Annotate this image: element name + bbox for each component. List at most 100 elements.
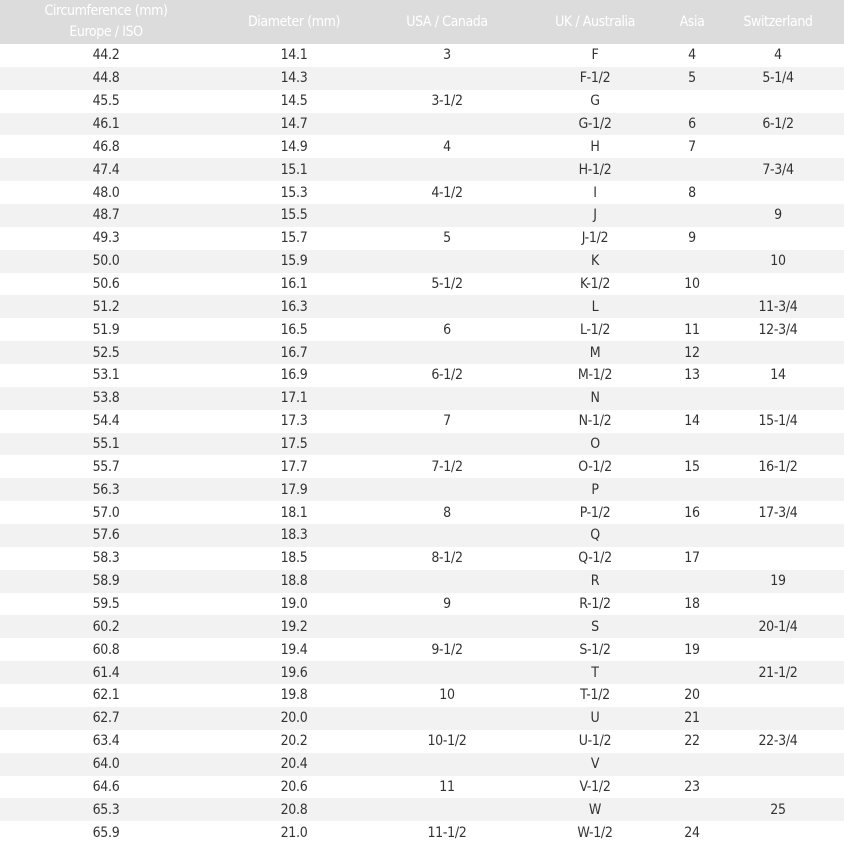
cell-diameter: 14.3 <box>212 66 376 90</box>
cell-usa-canada: 5-1/2 <box>431 276 463 293</box>
table-row: 46.1 14.7 G-1/2 6 6-1/2 <box>0 112 844 136</box>
cell-switzerland: 10 <box>712 249 844 273</box>
cell-diameter: 20.6 <box>280 778 308 795</box>
cell-diameter: 21.0 <box>280 824 308 841</box>
cell-diameter: 17.3 <box>280 413 308 430</box>
cell-usa-canada <box>376 432 518 456</box>
cell-switzerland <box>712 593 844 616</box>
table-row: 44.8 14.3 F-1/2 5 5-1/4 <box>0 66 844 90</box>
table-row: 59.5 19.0 9 R-1/2 18 <box>0 593 844 616</box>
cell-switzerland: 25 <box>712 798 844 822</box>
cell-usa-canada <box>376 569 518 593</box>
cell-usa-canada <box>376 249 518 273</box>
cell-circumference: 62.7 <box>0 706 212 730</box>
table-row: 60.8 19.4 9-1/2 S-1/2 19 <box>0 638 844 661</box>
cell-usa-canada <box>376 706 518 730</box>
cell-uk-australia: F <box>591 47 599 64</box>
cell-diameter: 20.0 <box>212 706 376 730</box>
cell-diameter: 18.5 <box>280 550 308 567</box>
column-header-switzerland: Switzerland <box>712 0 844 44</box>
table-row: 60.2 19.2 S 20-1/4 <box>0 615 844 639</box>
cell-circumference: 62.1 <box>92 687 120 704</box>
cell-usa-canada: 10 <box>439 687 455 704</box>
cell-switzerland: 12-3/4 <box>758 321 798 338</box>
cell-asia: 9 <box>688 230 696 247</box>
cell-asia <box>672 249 712 273</box>
cell-asia <box>672 478 712 502</box>
cell-diameter: 17.7 <box>280 458 308 475</box>
cell-circumference: 65.3 <box>0 798 212 822</box>
cell-circumference: 53.1 <box>92 367 120 384</box>
cell-diameter: 16.9 <box>280 367 308 384</box>
cell-diameter: 14.7 <box>212 112 376 136</box>
cell-circumference: 54.4 <box>92 413 120 430</box>
cell-usa-canada <box>376 661 518 685</box>
cell-switzerland <box>712 684 844 707</box>
cell-switzerland: 21-1/2 <box>712 661 844 685</box>
cell-diameter: 16.5 <box>280 321 308 338</box>
table-row: 53.8 17.1 N <box>0 386 844 410</box>
cell-uk-australia: K <box>518 249 672 273</box>
cell-uk-australia: J-1/2 <box>581 230 609 247</box>
cell-switzerland <box>712 432 844 456</box>
cell-diameter: 15.7 <box>280 230 308 247</box>
cell-uk-australia: W <box>518 798 672 822</box>
cell-switzerland: 17-3/4 <box>758 504 798 521</box>
cell-uk-australia: L-1/2 <box>579 321 611 338</box>
cell-diameter: 16.1 <box>280 276 308 293</box>
cell-diameter: 15.5 <box>212 204 376 227</box>
cell-usa-canada: 3 <box>443 47 451 64</box>
cell-switzerland <box>712 821 844 844</box>
cell-circumference: 55.1 <box>0 432 212 456</box>
cell-asia <box>672 386 712 410</box>
table-row: 51.9 16.5 6 L-1/2 11 12-3/4 <box>0 318 844 341</box>
cell-asia: 23 <box>684 778 700 795</box>
cell-asia <box>672 524 712 547</box>
cell-uk-australia: K-1/2 <box>579 276 611 293</box>
cell-uk-australia: W-1/2 <box>577 824 613 841</box>
cell-switzerland <box>712 386 844 410</box>
table-row: 55.1 17.5 O <box>0 432 844 456</box>
cell-switzerland <box>712 227 844 250</box>
cell-circumference: 59.5 <box>92 596 120 613</box>
cell-circumference: 55.7 <box>92 458 120 475</box>
cell-uk-australia: T-1/2 <box>580 687 610 704</box>
table-row: 65.3 20.8 W 25 <box>0 798 844 822</box>
cell-diameter: 20.4 <box>212 752 376 776</box>
cell-uk-australia: V <box>518 752 672 776</box>
cell-uk-australia: R <box>518 569 672 593</box>
cell-circumference: 53.8 <box>0 386 212 410</box>
cell-switzerland: 7-3/4 <box>712 158 844 182</box>
cell-diameter: 15.3 <box>280 184 308 201</box>
cell-diameter: 19.6 <box>212 661 376 685</box>
cell-usa-canada <box>376 341 518 365</box>
cell-uk-australia: N <box>518 386 672 410</box>
cell-uk-australia: H-1/2 <box>518 158 672 182</box>
cell-diameter: 17.5 <box>212 432 376 456</box>
cell-asia: 17 <box>684 550 700 567</box>
cell-circumference: 44.8 <box>0 66 212 90</box>
cell-asia <box>672 158 712 182</box>
cell-asia: 18 <box>684 596 700 613</box>
cell-circumference: 60.2 <box>0 615 212 639</box>
cell-asia: 4 <box>688 47 696 64</box>
cell-usa-canada: 8 <box>443 504 451 521</box>
cell-asia: 13 <box>684 367 700 384</box>
cell-switzerland: 5-1/4 <box>712 66 844 90</box>
cell-usa-canada: 8-1/2 <box>431 550 463 567</box>
cell-uk-australia: Q <box>518 524 672 547</box>
cell-uk-australia: P <box>518 478 672 502</box>
cell-circumference: 65.9 <box>92 824 120 841</box>
cell-uk-australia: V-1/2 <box>579 778 611 795</box>
table-row: 50.6 16.1 5-1/2 K-1/2 10 <box>0 273 844 296</box>
cell-circumference: 46.1 <box>0 112 212 136</box>
cell-usa-canada: 9 <box>443 596 451 613</box>
cell-switzerland <box>712 341 844 365</box>
cell-circumference: 64.6 <box>92 778 120 795</box>
cell-usa-canada: 6-1/2 <box>431 367 463 384</box>
table-row: 62.1 19.8 10 T-1/2 20 <box>0 684 844 707</box>
cell-uk-australia: O <box>518 432 672 456</box>
table-row: 51.2 16.3 L 11-3/4 <box>0 295 844 319</box>
cell-asia: 19 <box>684 641 700 658</box>
